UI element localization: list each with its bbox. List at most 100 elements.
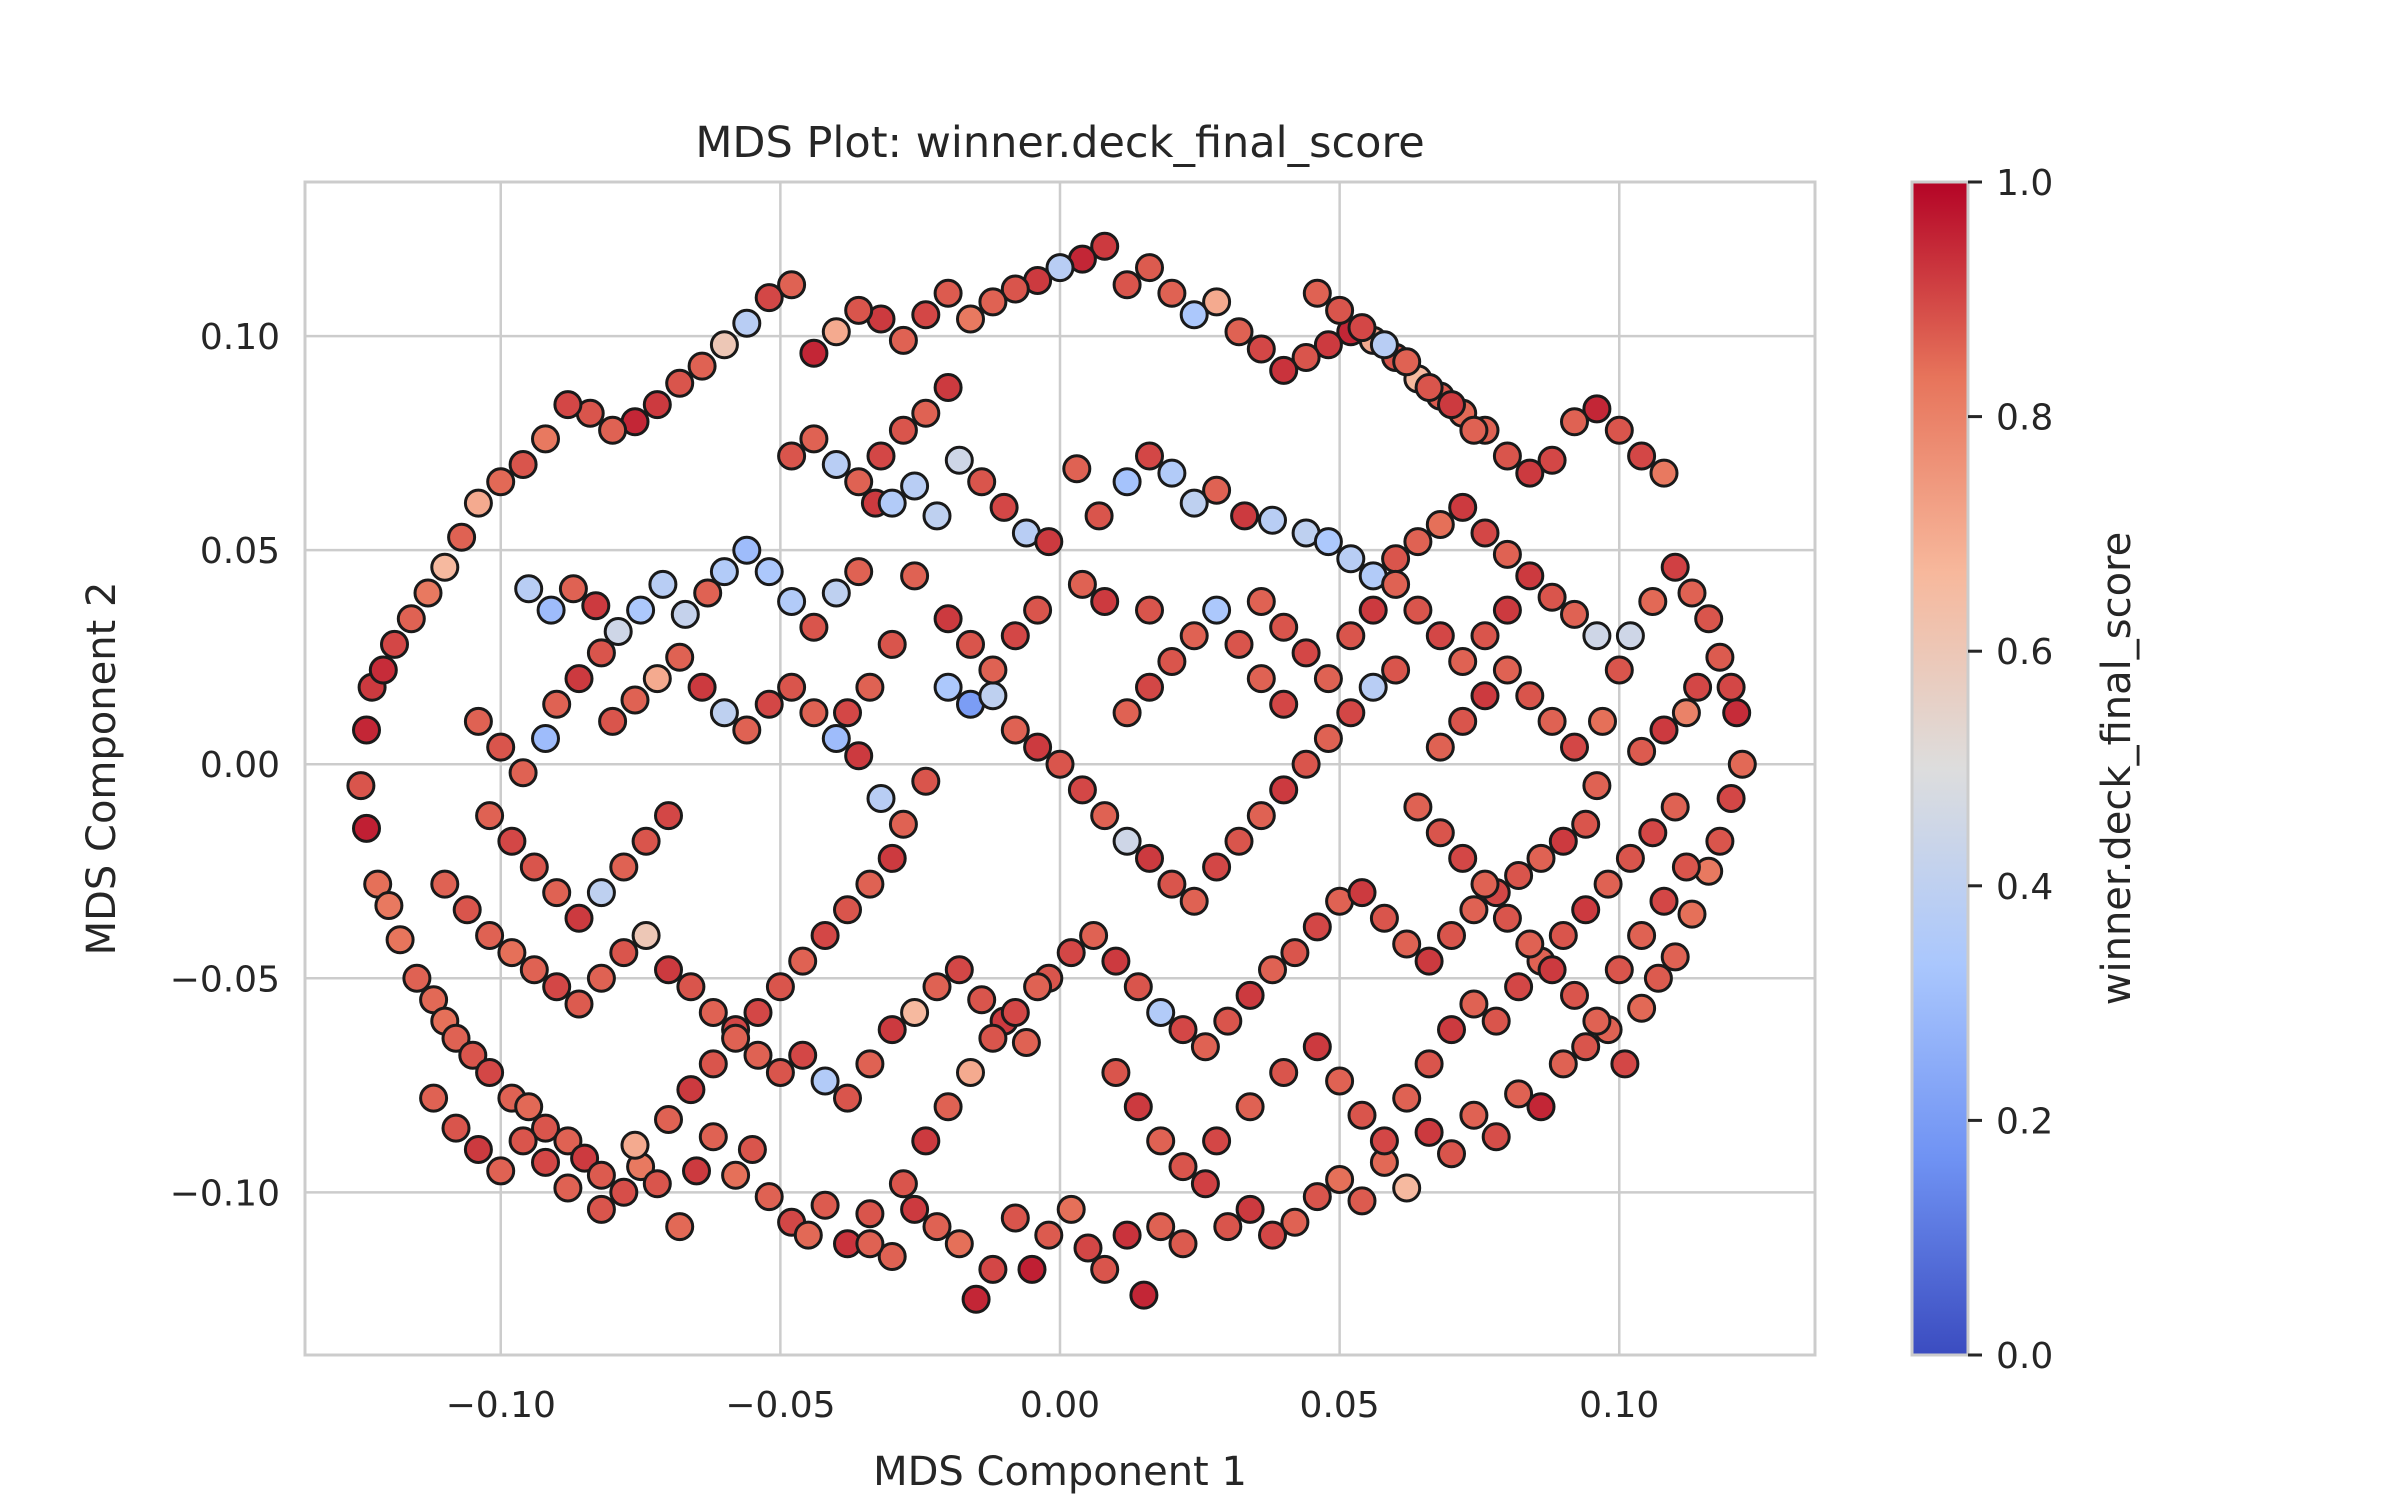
data-point [888,415,918,445]
data-point [855,1049,885,1079]
data-point [1000,274,1030,304]
data-point [911,766,941,796]
data-point [463,1135,493,1164]
data-point [1056,938,1086,968]
data-point [933,604,963,634]
data-point [1034,1220,1064,1250]
data-point [799,698,829,728]
data-point [1588,706,1617,736]
data-point [1179,300,1209,330]
data-point [1649,715,1679,745]
data-point [810,921,840,950]
data-point [1492,441,1522,471]
data-point [922,972,952,1002]
data-point [570,1143,600,1173]
data-point [978,1254,1008,1284]
data-point [1112,826,1142,856]
data-point [642,390,672,420]
data-point [603,617,633,646]
data-point [1470,869,1500,899]
data-point [821,578,851,608]
data-point [1459,1100,1489,1130]
data-point [654,801,683,831]
data-point [732,308,762,338]
data-point [1224,629,1254,659]
data-point [1425,818,1455,848]
data-point [413,578,443,608]
data-point [654,1105,683,1134]
data-point [676,1075,706,1105]
data-point [564,664,594,694]
data-point [620,685,650,715]
data-point [1425,510,1455,539]
data-point [799,338,829,368]
data-point [1280,938,1310,968]
data-point [1336,621,1366,651]
data-point [682,1156,711,1186]
data-point [1313,664,1343,694]
data-point [1000,1203,1030,1233]
x-tick-label: −0.05 [725,1385,835,1426]
data-point [1157,869,1187,899]
data-point [1202,595,1232,625]
data-point [1235,980,1265,1010]
data-point [1705,826,1735,856]
y-tick-label: −0.05 [170,959,280,1000]
x-tick-label: 0.10 [1579,1385,1659,1426]
data-point [553,1173,583,1203]
data-point [536,595,566,625]
data-point [1437,921,1466,950]
data-point [486,467,516,497]
data-point [1492,539,1522,569]
data-point [888,325,918,355]
data-point [665,1212,695,1242]
data-point [967,985,997,1015]
data-point [586,638,616,668]
plot-frame [303,180,1817,1357]
data-point [1123,972,1153,1002]
data-point [1313,527,1343,557]
data-point [631,921,661,950]
data-point [933,1092,963,1122]
data-point [933,672,963,702]
data-point [1694,604,1724,634]
data-point [1179,488,1209,518]
data-point [1548,921,1578,950]
y-tick-label: 0.10 [200,317,280,358]
data-point [900,998,930,1027]
data-point [475,1058,505,1087]
data-point [1571,1032,1601,1062]
data-point [1414,946,1444,976]
data-point [1470,681,1500,711]
data-point [553,1126,583,1156]
data-point [732,715,762,745]
data-point [956,629,985,659]
data-point [944,1229,974,1259]
data-point [1448,647,1478,676]
colorbar-tick-label: 0.8 [1996,398,2053,439]
data-point [1313,724,1343,753]
data-point [732,535,762,565]
data-point [1202,1126,1232,1156]
data-point [1168,1152,1198,1182]
data-point [754,689,784,719]
data-point [508,758,538,788]
data-point [855,1229,885,1259]
data-point [1638,818,1668,848]
data-point [670,599,700,629]
data-point [531,1113,560,1143]
data-point [855,869,885,899]
data-point [989,492,1019,522]
data-point [1112,270,1142,300]
data-point [788,1040,818,1070]
data-point [553,390,583,420]
data-point [430,869,460,899]
data-point [642,1169,672,1199]
x-tick-label: 0.05 [1300,1385,1380,1426]
data-point [1291,638,1321,668]
data-point [1246,801,1276,831]
data-point [1677,899,1707,929]
data-point [1062,454,1092,484]
data-point [558,574,588,604]
data-point [1011,1028,1041,1057]
